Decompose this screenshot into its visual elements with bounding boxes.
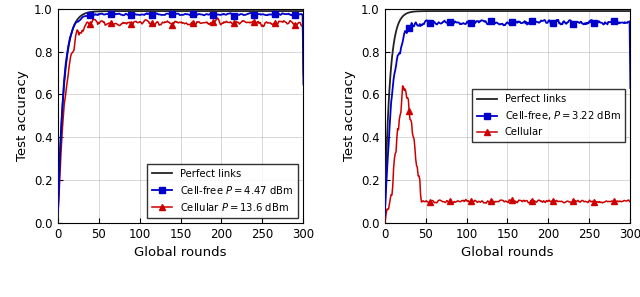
Line: Cell-free $P = 4.47$ dBm: Cell-free $P = 4.47$ dBm (54, 10, 307, 217)
Perfect links (609, 9, 617, 13)
Perfect links (627, 9, 634, 13)
Perfect links (161, 9, 169, 13)
Cellular $P = 13.6$ dBm (282, 20, 290, 24)
Cell-free $P = 4.47$ dBm (221, 13, 229, 16)
Cell-free, $P = 3.22$ dBm (589, 19, 596, 22)
Perfect links (589, 9, 596, 13)
Legend: Perfect links, Cell-free, $P = 3.22$ dBm, Cellular: Perfect links, Cell-free, $P = 3.22$ dBm… (472, 89, 625, 142)
Cellular $P = 13.6$ dBm (223, 20, 230, 23)
Cellular (481, 201, 488, 204)
X-axis label: Global rounds: Global rounds (461, 246, 554, 259)
Cellular $P = 13.6$ dBm (248, 20, 255, 24)
Perfect links (300, 9, 307, 13)
Legend: Perfect links, Cell-free $P = 4.47$ dBm, Cellular $P = 13.6$ dBm: Perfect links, Cell-free $P = 4.47$ dBm,… (147, 164, 298, 218)
Cellular $P = 13.6$ dBm (153, 20, 161, 24)
Perfect links (565, 9, 573, 13)
Perfect links (221, 9, 229, 13)
Y-axis label: Test accuracy: Test accuracy (342, 70, 356, 161)
Perfect links (480, 9, 488, 13)
Line: Cellular $P = 13.6$ dBm: Cellular $P = 13.6$ dBm (54, 15, 307, 221)
Cellular $P = 13.6$ dBm (262, 21, 269, 24)
Cellular $P = 13.6$ dBm (214, 16, 221, 20)
Line: Cell-free, $P = 3.22$ dBm: Cell-free, $P = 3.22$ dBm (381, 17, 634, 219)
Line: Perfect links: Perfect links (58, 11, 303, 223)
X-axis label: Global rounds: Global rounds (134, 246, 227, 259)
Cell-free, $P = 3.22$ dBm (609, 19, 617, 23)
Cellular $P = 13.6$ dBm (161, 20, 169, 23)
Y-axis label: Test accuracy: Test accuracy (15, 70, 29, 161)
Cell-free, $P = 3.22$ dBm (488, 20, 496, 23)
Cellular $P = 13.6$ dBm (300, 73, 307, 77)
Perfect links (282, 9, 289, 13)
Perfect links (548, 9, 556, 13)
Cell-free, $P = 3.22$ dBm (480, 19, 488, 23)
Cellular $P = 13.6$ dBm (54, 216, 61, 219)
Cell-free, $P = 3.22$ dBm (548, 22, 556, 25)
Cellular (550, 198, 557, 202)
Perfect links (261, 9, 269, 13)
Perfect links (575, 9, 582, 13)
Cell-free $P = 4.47$ dBm (300, 83, 307, 86)
Cellular (627, 200, 634, 204)
Cellular (399, 84, 406, 88)
Cell-free, $P = 3.22$ dBm (627, 86, 634, 90)
Perfect links (247, 9, 255, 13)
Cell-free $P = 4.47$ dBm (262, 13, 269, 17)
Cellular (575, 199, 582, 203)
Cellular (609, 200, 617, 203)
Cell-free $P = 4.47$ dBm (247, 11, 255, 15)
Line: Cellular: Cellular (381, 83, 634, 226)
Perfect links (153, 9, 161, 13)
Cell-free, $P = 3.22$ dBm (554, 18, 562, 22)
Perfect links (381, 221, 388, 225)
Perfect links (284, 9, 292, 13)
Cellular (589, 199, 596, 203)
Cell-free, $P = 3.22$ dBm (381, 214, 388, 217)
Cellular (381, 221, 388, 225)
Cell-free $P = 4.47$ dBm (153, 12, 161, 15)
Line: Perfect links: Perfect links (385, 11, 630, 223)
Cell-free $P = 4.47$ dBm (161, 13, 169, 17)
Cell-free, $P = 3.22$ dBm (575, 21, 582, 24)
Cell-free $P = 4.47$ dBm (54, 212, 61, 216)
Cell-free $P = 4.47$ dBm (248, 12, 255, 16)
Cell-free $P = 4.47$ dBm (282, 12, 290, 16)
Cellular (489, 199, 497, 202)
Perfect links (488, 9, 496, 13)
Perfect links (54, 221, 61, 225)
